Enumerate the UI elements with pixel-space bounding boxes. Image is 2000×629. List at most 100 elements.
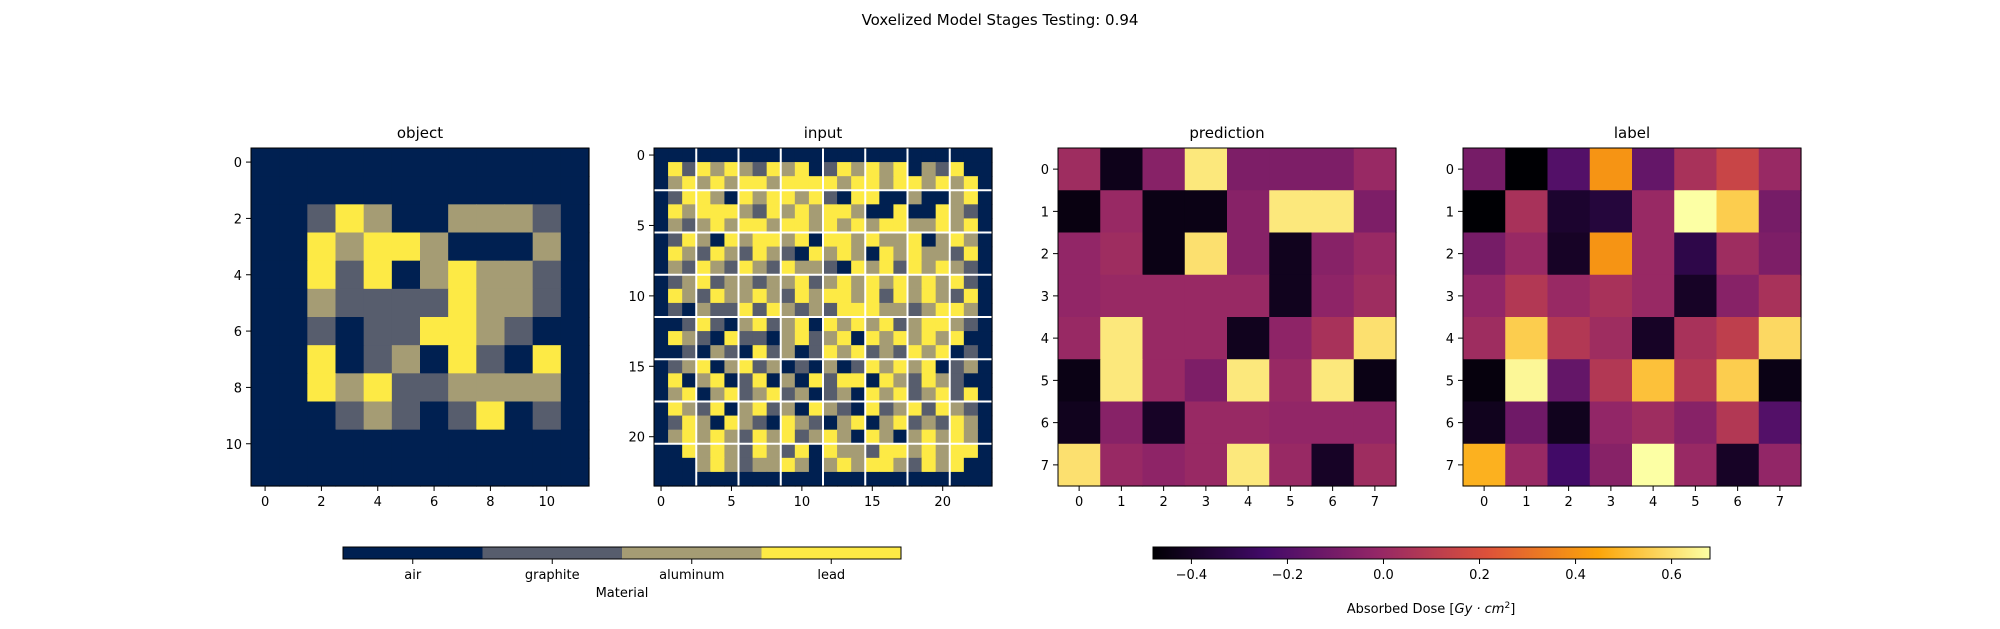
heatmap-cell xyxy=(808,457,824,473)
x-tick-label: 7 xyxy=(1371,495,1379,510)
x-tick-label: 10 xyxy=(794,495,811,510)
heatmap-cell xyxy=(879,204,895,220)
heatmap-cell xyxy=(837,190,852,205)
heatmap-cell xyxy=(696,429,711,445)
heatmap-cell xyxy=(865,359,880,374)
heatmap-cell xyxy=(532,176,562,205)
heatmap-cell xyxy=(696,387,711,403)
heatmap-cell xyxy=(1505,317,1549,360)
heatmap-cell xyxy=(1353,359,1397,403)
heatmap-cell xyxy=(1589,148,1633,191)
heatmap-cell xyxy=(921,443,937,459)
heatmap-cell xyxy=(532,457,562,487)
heatmap-cell xyxy=(977,415,993,431)
heatmap-cell xyxy=(251,457,280,487)
heatmap-cell xyxy=(865,148,880,163)
heatmap-cell xyxy=(963,359,979,374)
heatmap-cell xyxy=(1463,274,1506,318)
heatmap-cell xyxy=(963,162,979,177)
heatmap-cell xyxy=(279,176,308,205)
heatmap-cell xyxy=(949,232,965,248)
heatmap-cell xyxy=(710,204,726,220)
heatmap-cell xyxy=(307,288,337,318)
heatmap-cell xyxy=(1463,232,1506,276)
heatmap-cell xyxy=(682,317,697,332)
heatmap-cell xyxy=(504,373,534,403)
heatmap-cell xyxy=(823,260,838,276)
heatmap-cell xyxy=(668,190,683,205)
heatmap-cell xyxy=(752,162,768,177)
heatmap-cell xyxy=(696,232,711,248)
heatmap-cell xyxy=(949,204,965,220)
heatmap-cell xyxy=(837,288,852,304)
heatmap-cell xyxy=(865,471,880,487)
x-tick-label: 5 xyxy=(1286,495,1294,510)
heatmap-cell xyxy=(851,373,866,389)
heatmap-cell xyxy=(766,415,782,431)
heatmap-cell xyxy=(1716,317,1760,360)
heatmap-cell xyxy=(921,176,937,191)
heatmap-cell xyxy=(1142,317,1186,360)
heatmap-cell xyxy=(808,387,824,403)
heatmap-cell xyxy=(949,359,965,374)
heatmap-cell xyxy=(794,359,810,374)
heatmap-cell xyxy=(752,218,768,234)
heatmap-cell xyxy=(935,218,951,234)
heatmap-cell xyxy=(766,457,782,473)
heatmap-cell xyxy=(963,345,979,360)
heatmap-cell xyxy=(738,443,754,459)
heatmap-cell xyxy=(1184,148,1228,191)
heatmap-cell xyxy=(766,204,782,220)
heatmap-cell xyxy=(837,232,852,248)
heatmap-cell xyxy=(1589,317,1633,360)
heatmap-cell xyxy=(851,176,866,191)
heatmap-cell xyxy=(963,302,979,318)
heatmap-cell xyxy=(766,246,782,262)
heatmap-cell xyxy=(724,415,740,431)
heatmap-cell xyxy=(668,359,683,374)
heatmap-cell xyxy=(893,471,909,487)
heatmap-cell xyxy=(879,345,895,360)
heatmap-cell xyxy=(307,204,337,234)
heatmap-cell xyxy=(724,190,740,205)
material-swatch xyxy=(482,547,623,559)
heatmap-cell xyxy=(752,457,768,473)
heatmap-cell xyxy=(1353,317,1397,360)
heatmap-cell xyxy=(335,288,365,318)
heatmap-cell xyxy=(560,373,590,403)
heatmap-cell xyxy=(1505,148,1549,191)
heatmap-cell xyxy=(738,457,754,473)
heatmap-cell xyxy=(780,246,796,262)
heatmap-cell xyxy=(963,190,979,205)
heatmap-cell xyxy=(780,317,796,332)
heatmap-cell xyxy=(668,232,683,248)
heatmap-cell xyxy=(1353,401,1397,445)
heatmap-cell xyxy=(724,274,740,290)
heatmap-cell xyxy=(1758,401,1802,445)
heatmap-cell xyxy=(363,373,393,403)
heatmap-cell xyxy=(752,345,768,360)
heatmap-cell xyxy=(879,274,895,290)
heatmap-cell xyxy=(696,443,711,459)
heatmap-cell xyxy=(307,457,337,487)
y-tick-label: 0 xyxy=(637,149,645,164)
heatmap-cell xyxy=(893,429,909,445)
heatmap-cell xyxy=(977,162,993,177)
heatmap-cell xyxy=(780,218,796,234)
heatmap-cell xyxy=(668,429,683,445)
heatmap-cell xyxy=(1716,274,1760,318)
heatmap-cell xyxy=(977,302,993,318)
heatmap-cell xyxy=(251,317,280,346)
heatmap-cell xyxy=(823,345,838,360)
heatmap-cell xyxy=(921,288,937,304)
heatmap-cell xyxy=(879,471,895,487)
heatmap-cell xyxy=(682,457,697,473)
heatmap-cell xyxy=(752,204,768,220)
heatmap-cell xyxy=(560,204,590,234)
heatmap-cell xyxy=(963,232,979,248)
heatmap-cell xyxy=(504,288,534,318)
heatmap-cell xyxy=(335,148,365,177)
heatmap-cell xyxy=(921,246,937,262)
heatmap-cell xyxy=(1505,359,1549,403)
